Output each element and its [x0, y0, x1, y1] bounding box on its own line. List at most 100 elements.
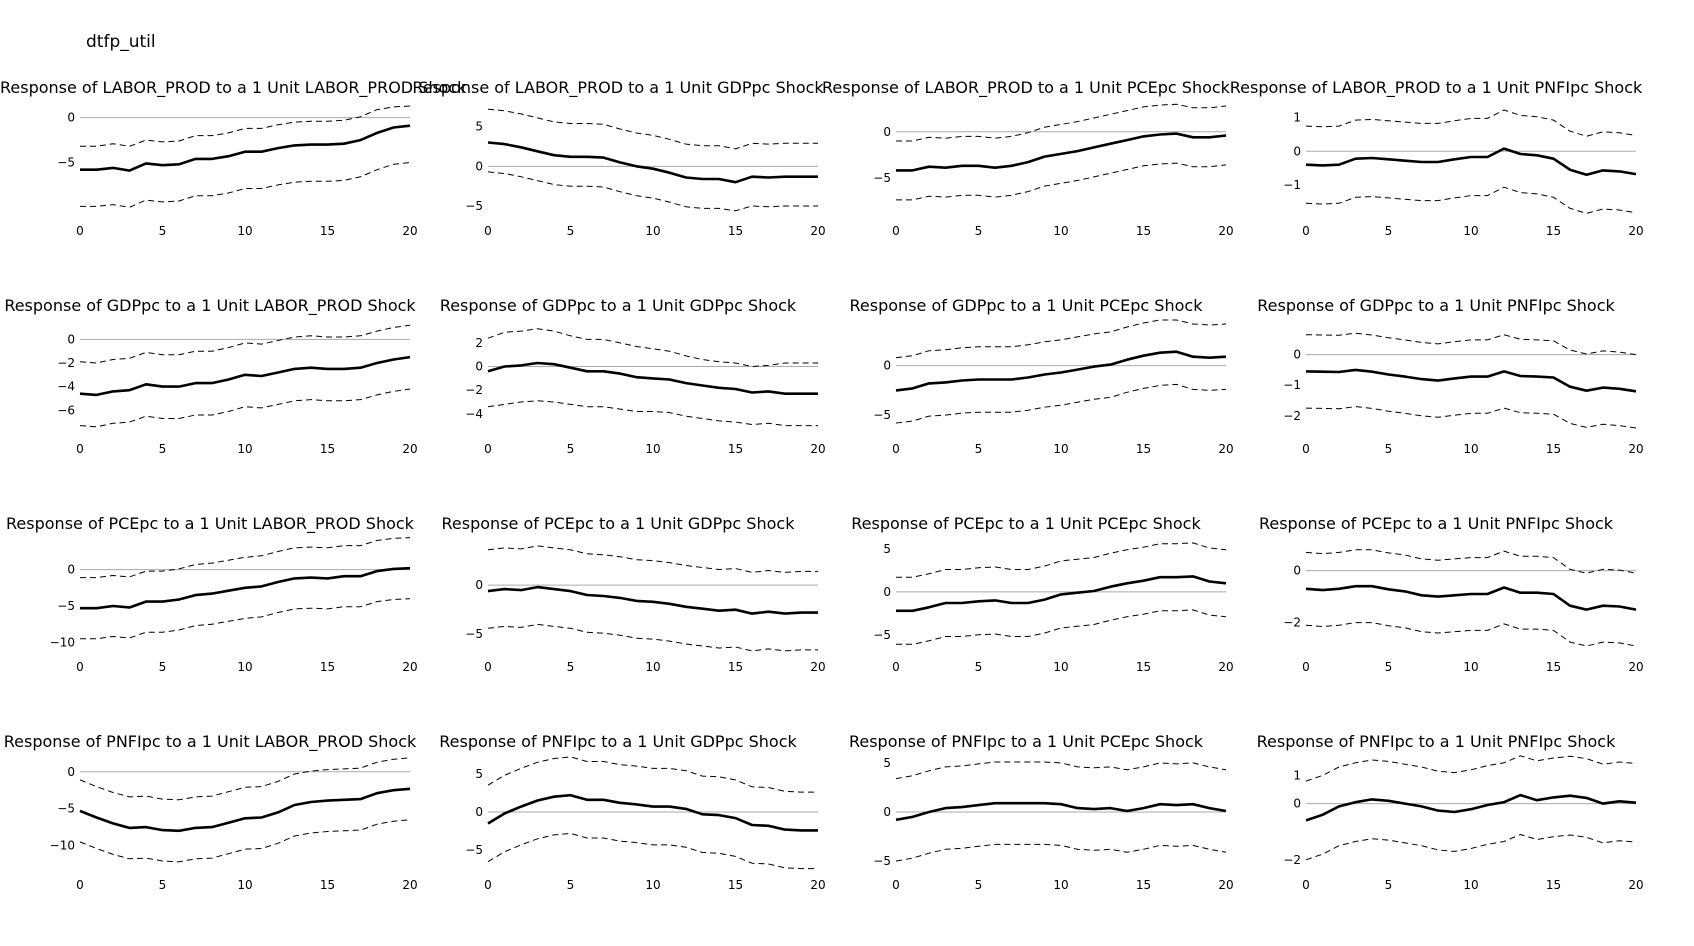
- y-tick-label: 0: [883, 585, 891, 599]
- series-line-upper: [896, 542, 1227, 578]
- x-tick-label: 0: [1302, 224, 1310, 238]
- chart-panel: Response of PNFIpc to a 1 Unit PNFIpc Sh…: [1226, 732, 1646, 902]
- x-tick-label: 20: [810, 224, 825, 238]
- x-tick-label: 20: [1628, 878, 1643, 892]
- y-tick-label: −5: [465, 843, 483, 857]
- series-line-lower: [79, 819, 411, 863]
- series-line-response: [895, 801, 1227, 822]
- x-tick-label: 10: [1053, 878, 1068, 892]
- x-tick-label: 0: [484, 660, 492, 674]
- series-line-lower: [487, 400, 818, 427]
- y-tick-label: −6: [57, 403, 75, 417]
- series-line-lower: [895, 843, 1227, 862]
- series-line-response: [80, 566, 411, 610]
- chart-svg: 50−50 5 10 15 20: [465, 108, 826, 238]
- y-tick-label: 0: [883, 805, 891, 819]
- chart-svg: 0 −2 0 5 10 15 20: [1283, 549, 1644, 674]
- figure-title: dtfp_util: [86, 32, 156, 52]
- series-line-lower: [487, 832, 818, 870]
- x-tick-label: 5: [975, 224, 983, 238]
- x-tick-label: 15: [320, 660, 335, 674]
- x-tick-label: 5: [159, 660, 167, 674]
- chart-panel: Response of PCEpc to a 1 Unit GDPpc Shoc…: [408, 514, 828, 684]
- chart-svg: 0−5−100 5 10 15 20: [50, 537, 418, 674]
- chart-panel: Response of GDPpc to a 1 Unit LABOR_PROD…: [0, 296, 420, 466]
- y-tick-label: −5: [57, 599, 75, 613]
- x-tick-label: 20: [810, 660, 825, 674]
- series-line-upper: [1305, 755, 1637, 782]
- series-line-lower: [896, 162, 1227, 201]
- x-tick-label: 10: [1053, 224, 1068, 238]
- series-line-upper: [1305, 109, 1637, 137]
- y-tick-label: 5: [883, 756, 891, 770]
- x-tick-label: 0: [892, 878, 900, 892]
- chart-title: Response of LABOR_PROD to a 1 Unit GDPpc…: [412, 78, 824, 97]
- x-tick-label: 15: [320, 442, 335, 456]
- x-tick-label: 0: [1302, 878, 1310, 892]
- y-tick-label: −10: [50, 635, 75, 649]
- x-tick-label: 5: [975, 660, 983, 674]
- y-tick-label: 0: [475, 578, 483, 592]
- series-line-lower: [895, 383, 1227, 424]
- chart-panel: Response of PCEpc to a 1 Unit PNFIpc Sho…: [1226, 514, 1646, 684]
- x-tick-label: 5: [567, 442, 575, 456]
- x-tick-label: 20: [1628, 442, 1643, 456]
- x-tick-label: 15: [1136, 660, 1151, 674]
- series-line-lower: [487, 171, 818, 212]
- x-tick-label: 0: [76, 442, 84, 456]
- series-line-lower: [1305, 834, 1637, 861]
- chart-title: Response of PCEpc to a 1 Unit PNFIpc Sho…: [1258, 514, 1614, 533]
- series-line-upper: [487, 108, 818, 150]
- x-tick-label: 10: [1053, 660, 1068, 674]
- series-line-upper: [79, 757, 411, 801]
- y-tick-label: 0: [475, 360, 483, 374]
- chart-title: Response of PCEpc to a 1 Unit LABOR_PROD…: [6, 514, 414, 533]
- chart-svg: 0 −5 0 5 10 15 20: [465, 545, 826, 674]
- chart-title: Response of PNFIpc to a 1 Unit GDPpc Sho…: [439, 732, 797, 751]
- x-tick-label: 5: [159, 224, 167, 238]
- x-tick-label: 5: [1385, 224, 1393, 238]
- y-tick-label: −5: [57, 155, 75, 169]
- series-line-response: [1305, 368, 1637, 393]
- x-tick-label: 20: [1218, 442, 1233, 456]
- series-line-lower: [1305, 622, 1637, 647]
- x-tick-label: 15: [728, 660, 743, 674]
- chart-title: Response of PNFIpc to a 1 Unit LABOR_PRO…: [3, 732, 417, 751]
- series-line-upper: [487, 328, 818, 367]
- y-tick-label: 0: [67, 332, 75, 346]
- chart-panel: Response of LABOR_PROD to a 1 Unit PCEpc…: [816, 78, 1236, 248]
- chart-panel: Response of GDPpc to a 1 Unit GDPpc Shoc…: [408, 296, 828, 466]
- y-tick-label: 2: [475, 336, 483, 350]
- x-tick-label: 10: [645, 442, 660, 456]
- x-tick-label: 0: [892, 224, 900, 238]
- chart-svg: 50−50 5 10 15 20: [873, 756, 1233, 892]
- chart-panel: Response of GDPpc to a 1 Unit PCEpc Shoc…: [816, 296, 1236, 466]
- series-line-response: [79, 355, 411, 397]
- y-tick-label: −2: [1283, 616, 1301, 630]
- chart-svg: 0−5−100 5 10 15 20: [50, 757, 418, 892]
- y-tick-label: 1: [1293, 111, 1301, 125]
- y-tick-label: 0: [475, 805, 483, 819]
- series-line-upper: [895, 761, 1227, 780]
- series-line-lower: [487, 623, 818, 652]
- y-tick-label: 0: [67, 111, 75, 125]
- x-tick-label: 20: [1218, 660, 1233, 674]
- chart-title: Response of LABOR_PROD to a 1 Unit PCEpc…: [822, 78, 1230, 97]
- y-tick-label: −1: [1283, 178, 1301, 192]
- series-line-upper: [1305, 332, 1637, 356]
- x-tick-label: 15: [320, 878, 335, 892]
- x-tick-label: 0: [892, 660, 900, 674]
- x-tick-label: 5: [159, 442, 167, 456]
- series-line-response: [487, 361, 818, 395]
- x-tick-label: 10: [1463, 660, 1478, 674]
- series-line-lower: [896, 609, 1227, 645]
- x-tick-label: 5: [1385, 442, 1393, 456]
- x-tick-label: 20: [810, 878, 825, 892]
- y-tick-label: −5: [57, 802, 75, 816]
- y-tick-label: 5: [883, 542, 891, 556]
- y-tick-label: 0: [67, 563, 75, 577]
- y-tick-label: 0: [475, 159, 483, 173]
- x-tick-label: 10: [1463, 442, 1478, 456]
- x-tick-label: 15: [728, 878, 743, 892]
